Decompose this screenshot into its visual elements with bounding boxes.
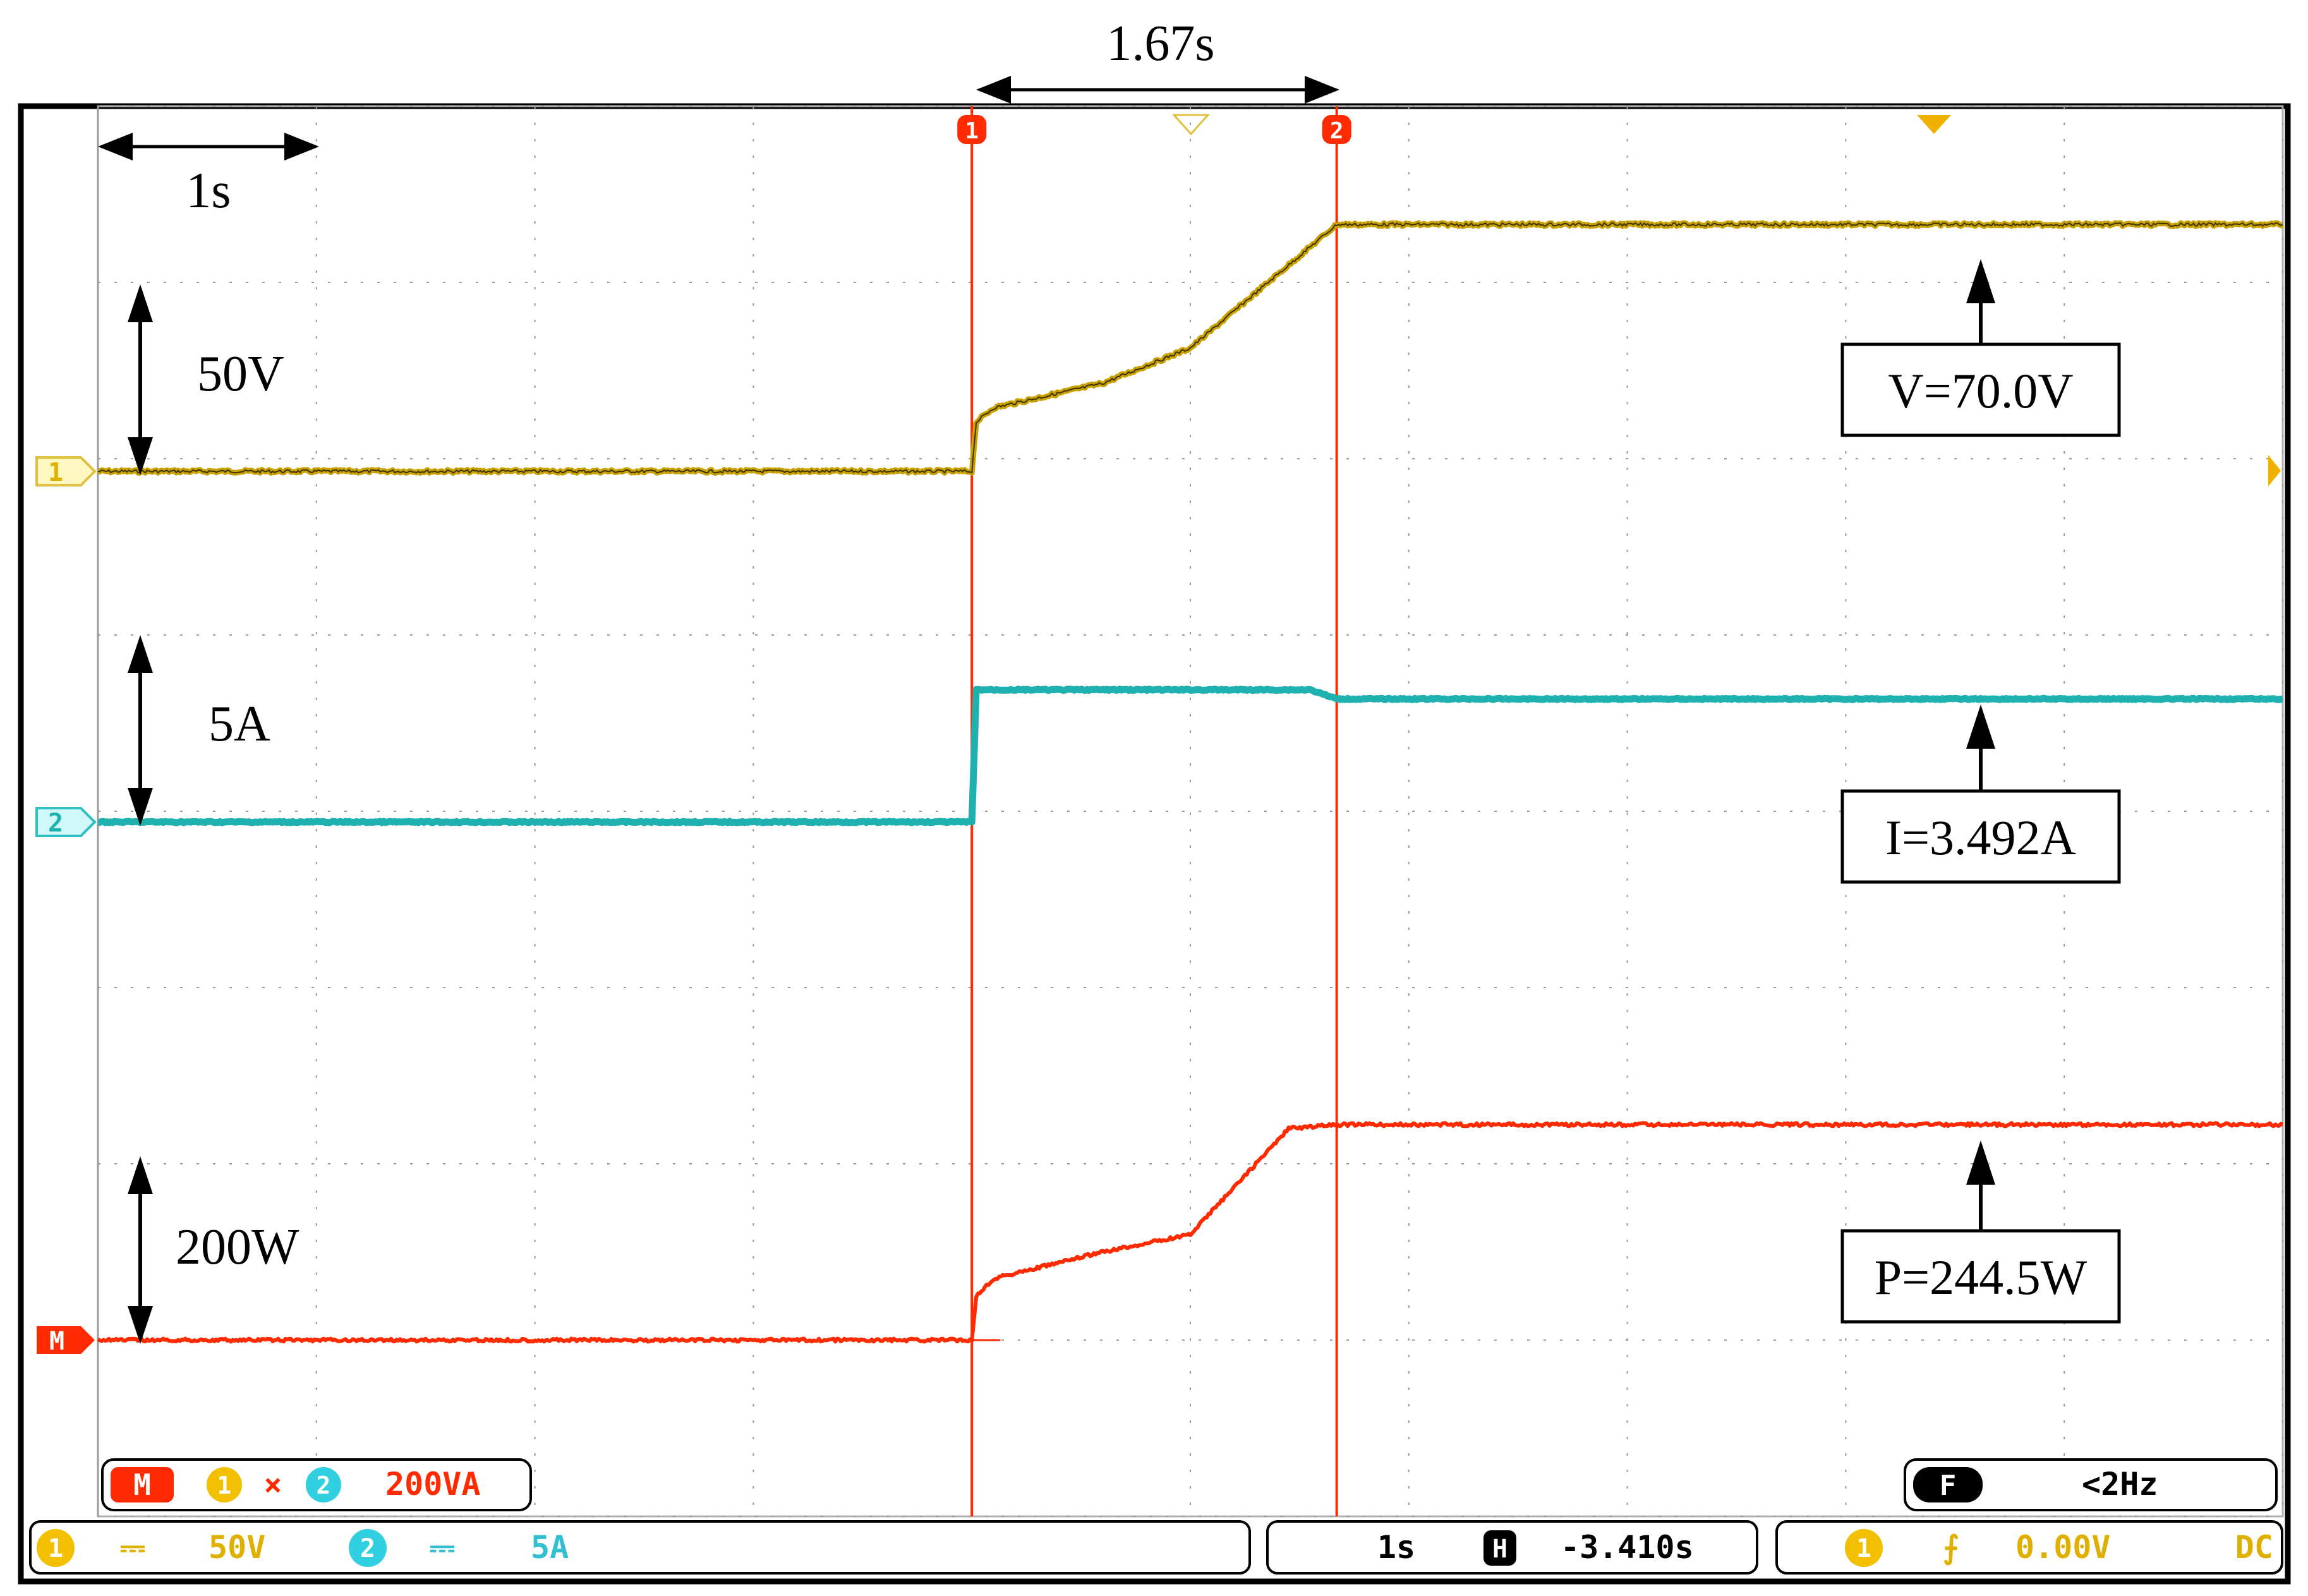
svg-text:50V: 50V (208, 1529, 265, 1566)
svg-text:1.67s: 1.67s (1106, 16, 1214, 71)
trigger-status: 1 ⨍ 0.00V DC (1845, 1529, 2273, 1567)
svg-text:DC: DC (2235, 1529, 2273, 1566)
svg-text:F: F (1940, 1470, 1957, 1502)
svg-text:1: 1 (217, 1472, 232, 1499)
svg-text:5A: 5A (531, 1529, 569, 1566)
svg-text:2: 2 (48, 809, 63, 838)
filter-readout: F <2Hz (1904, 1458, 2278, 1511)
math-marker: M (37, 1326, 95, 1356)
power-scale-annotation: 200W (128, 1156, 299, 1344)
svg-text:×: × (264, 1467, 282, 1502)
svg-text:M: M (49, 1327, 64, 1356)
svg-text:1: 1 (48, 1534, 63, 1563)
voltage-scale-annotation: 50V (128, 284, 284, 475)
svg-text:1: 1 (48, 458, 63, 487)
svg-text:1: 1 (1856, 1534, 1871, 1563)
svg-text:M: M (133, 1468, 151, 1502)
power-reading-box: P=244.5W (1840, 1140, 2121, 1324)
channel-2-marker: 2 (35, 807, 97, 838)
svg-text:2: 2 (317, 1472, 331, 1499)
svg-text:1s: 1s (186, 163, 231, 219)
svg-text:50V: 50V (197, 346, 284, 402)
svg-text:200VA: 200VA (385, 1466, 481, 1502)
svg-text:P=244.5W: P=244.5W (1875, 1250, 2087, 1305)
delta-t-annotation: 1.67s (976, 16, 1339, 104)
trigger-time-marker (1917, 115, 1951, 134)
channel-1-marker: 1 (35, 456, 97, 487)
svg-text:1: 1 (965, 118, 979, 144)
channel-1-status: 1 ⎓ 50V (37, 1529, 265, 1567)
svg-text:H: H (1492, 1535, 1507, 1564)
svg-text:<2Hz: <2Hz (2082, 1466, 2158, 1502)
svg-text:⎓: ⎓ (120, 1529, 145, 1566)
timebase-status: 1s H -3.410s (1377, 1529, 1694, 1566)
cursor-1-marker: 1 (957, 115, 987, 144)
traces (96, 220, 2285, 1344)
svg-text:5A: 5A (208, 696, 270, 752)
svg-text:⨍: ⨍ (1943, 1529, 1959, 1566)
svg-text:0.00V: 0.00V (2015, 1529, 2111, 1566)
graticule (97, 106, 2283, 1517)
voltage-reading-box: V=70.0V (1840, 259, 2121, 437)
time-div-annotation: 1s (98, 133, 319, 219)
svg-text:-3.410s: -3.410s (1561, 1529, 1694, 1566)
trace-channel-1-noise (97, 222, 2283, 474)
trace-channel-2 (96, 686, 2285, 826)
svg-text:2: 2 (1330, 118, 1344, 144)
trigger-position-marker (1171, 114, 1211, 136)
cursor-2-marker: 2 (1322, 115, 1351, 144)
current-scale-annotation: 5A (128, 635, 270, 826)
svg-text:2: 2 (360, 1534, 375, 1563)
svg-text:⎓: ⎓ (430, 1529, 455, 1566)
trigger-level-marker (2268, 455, 2281, 487)
svg-text:V=70.0V: V=70.0V (1888, 363, 2073, 418)
svg-text:1s: 1s (1377, 1529, 1415, 1566)
math-readout: M 1 × 2 200VA (101, 1458, 532, 1511)
current-reading-box: I=3.492A (1840, 704, 2121, 884)
svg-text:200W: 200W (176, 1219, 299, 1275)
svg-text:I=3.492A: I=3.492A (1885, 810, 2076, 865)
channel-2-status: 2 ⎓ 5A (349, 1529, 569, 1567)
status-bar: 1 ⎓ 50V 2 ⎓ 5A 1s H -3.410s 1 ⨍ 0.00V DC (29, 1520, 2283, 1575)
